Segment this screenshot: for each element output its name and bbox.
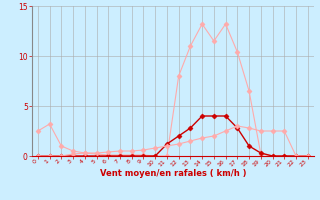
X-axis label: Vent moyen/en rafales ( km/h ): Vent moyen/en rafales ( km/h ) xyxy=(100,169,246,178)
